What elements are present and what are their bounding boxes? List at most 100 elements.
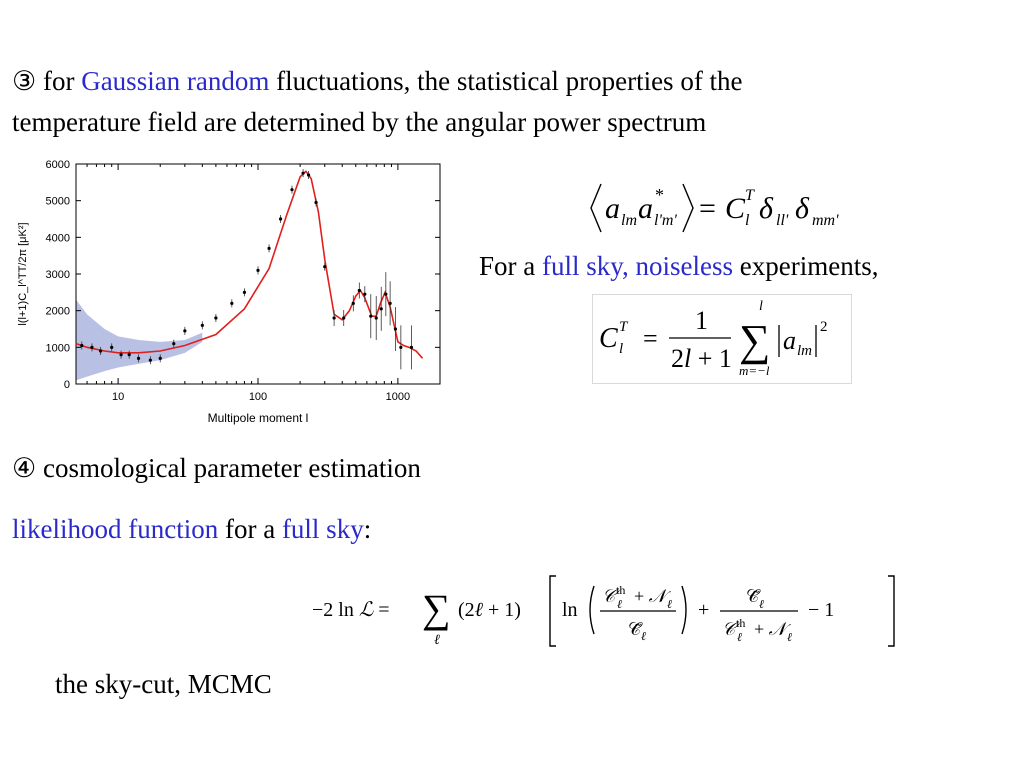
data-point — [136, 356, 141, 360]
y-tick-label: 0 — [64, 379, 70, 391]
data-point — [230, 301, 234, 305]
svg-text:𝒞̃: 𝒞̃ — [628, 619, 643, 639]
svg-text:T: T — [619, 319, 629, 335]
svg-text:+: + — [698, 599, 709, 621]
y-tick-label: 5000 — [46, 196, 70, 208]
data-point — [200, 323, 204, 327]
data-point — [214, 316, 218, 320]
svg-text:−2 ln ℒ =: −2 ln ℒ = — [312, 597, 390, 621]
svg-text:∑: ∑ — [739, 316, 770, 365]
data-point — [314, 200, 318, 205]
svg-text:a: a — [638, 192, 653, 225]
likelihood-post: : — [363, 514, 372, 544]
y-tick-label: 2000 — [46, 306, 70, 318]
cl-estimator-box: C T l = 1 2l + 1 l ∑ m=−l a lm 2 — [592, 294, 852, 384]
x-axis-label: Multipole moment l — [208, 411, 309, 425]
data-point — [363, 292, 367, 296]
likelihood-formula: −2 ln ℒ = ∑ ℓ (2ℓ + 1) ln 𝒞 th ℓ + 𝒩 ℓ 𝒞… — [312, 575, 895, 648]
bullet3-marker: ③ — [12, 66, 37, 96]
svg-text:2: 2 — [820, 319, 828, 335]
svg-text:𝒞̃: 𝒞̃ — [746, 586, 761, 606]
data-point — [256, 268, 260, 272]
svg-text:m=−l: m=−l — [739, 363, 770, 378]
data-point — [379, 307, 383, 311]
bullet3-line2: temperature field are determined by the … — [12, 107, 707, 137]
data-point — [301, 171, 305, 175]
svg-text:∑: ∑ — [422, 586, 451, 631]
data-point — [183, 329, 187, 333]
svg-text:lm: lm — [621, 212, 637, 229]
data-point — [351, 301, 355, 305]
svg-text:ln: ln — [562, 599, 578, 621]
data-point — [127, 353, 131, 357]
svg-text:a: a — [783, 326, 796, 355]
data-point — [369, 314, 373, 318]
svg-text:ll': ll' — [776, 212, 789, 229]
svg-text:*: * — [655, 185, 664, 205]
x-tick-label: 100 — [249, 391, 267, 403]
data-point — [99, 349, 103, 353]
svg-text:lm: lm — [797, 343, 812, 359]
svg-text:1: 1 — [695, 306, 708, 335]
svg-text:ℓ: ℓ — [667, 597, 672, 611]
data-point — [384, 292, 388, 296]
svg-text:=: = — [643, 324, 658, 353]
full-sky-line: For a full sky, noiseless experiments, — [479, 250, 878, 282]
data-point — [388, 301, 392, 305]
data-point — [393, 327, 398, 331]
svg-text:+ 𝒩: + 𝒩 — [634, 586, 672, 606]
data-point — [342, 316, 346, 320]
svg-text:δ: δ — [795, 192, 810, 225]
data-point — [242, 290, 247, 294]
full-sky-noiseless-highlight: full sky, noiseless — [542, 251, 733, 281]
svg-text:ℓ: ℓ — [434, 633, 440, 648]
data-point — [148, 358, 152, 362]
data-point — [374, 316, 378, 320]
full-sky-highlight: full sky — [281, 514, 364, 544]
bullet4-marker: ④ — [12, 453, 37, 483]
svg-text:− 1: − 1 — [808, 599, 834, 621]
cosmic-variance-band — [76, 299, 203, 381]
data-point — [332, 316, 336, 320]
svg-text:ℓ: ℓ — [617, 597, 622, 611]
bullet3-post: fluctuations, the statistical properties… — [269, 66, 743, 96]
data-point — [357, 288, 361, 293]
data-point — [399, 345, 403, 349]
y-tick-label: 3000 — [46, 269, 70, 281]
svg-text:l: l — [745, 212, 750, 229]
data-point — [80, 343, 84, 348]
data-point — [110, 345, 114, 349]
svg-text:l: l — [759, 299, 763, 314]
power-spectrum-chart: 0 1000 2000 3000 4000 5000 6000 10 100 1000 Multip… — [17, 159, 441, 425]
svg-text:2l + 1: 2l + 1 — [671, 344, 732, 373]
svg-text:C: C — [725, 192, 746, 225]
y-tick-label: 4000 — [46, 232, 70, 244]
correlation-formula: a lm a * l'm' = C T l δ ll' δ mm' — [590, 183, 839, 233]
data-point — [290, 188, 294, 192]
svg-text:l: l — [619, 341, 623, 357]
y-axis-label: l(l+1)C_l^TT/2π [μK²] — [17, 222, 29, 325]
likelihood-line: likelihood function for a full sky: — [12, 513, 371, 545]
svg-text:T: T — [745, 187, 755, 204]
svg-text:l'm': l'm' — [654, 212, 677, 229]
svg-text:th: th — [736, 616, 745, 630]
bullet4-line: ④ cosmological parameter estimation — [12, 452, 421, 484]
svg-text:ℓ: ℓ — [787, 630, 792, 644]
full-sky-pre: For a — [479, 251, 542, 281]
x-tick-label: 10 — [112, 391, 124, 403]
sky-cut-mcmc-text: the sky-cut, MCMC — [55, 669, 272, 699]
gaussian-random-highlight: Gaussian random — [81, 66, 270, 96]
svg-text:(2ℓ + 1): (2ℓ + 1) — [458, 599, 521, 621]
x-tick-label: 1000 — [386, 391, 410, 403]
likelihood-function-highlight: likelihood function — [12, 514, 219, 544]
y-tick-label: 6000 — [46, 159, 70, 171]
svg-text:ℓ: ℓ — [737, 630, 742, 644]
data-point — [267, 246, 271, 250]
data-point — [90, 345, 94, 349]
bullet3-pre: for — [36, 66, 82, 96]
bullet4-text: cosmological parameter estimation — [36, 453, 421, 483]
bullet3-line1: ③ for Gaussian random fluctuations, the … — [12, 65, 743, 97]
cl-estimator-formula: C T l = 1 2l + 1 l ∑ m=−l a lm 2 — [599, 299, 828, 378]
data-point — [119, 353, 123, 357]
svg-text:+ 𝒩: + 𝒩 — [754, 619, 792, 639]
